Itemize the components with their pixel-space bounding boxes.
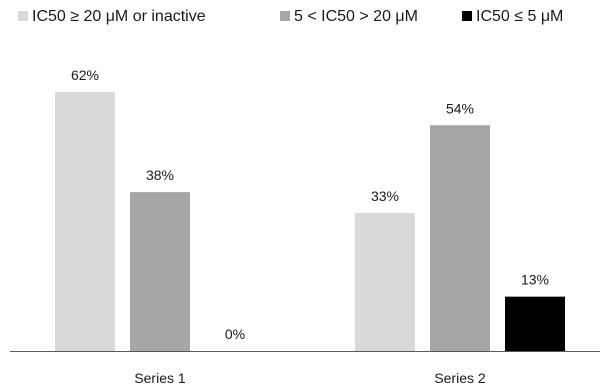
data-labels: 62% 38% 0% 33% 54% 13%	[71, 67, 549, 342]
data-label: 13%	[521, 272, 549, 288]
bars	[55, 91, 565, 351]
category-labels: Series 1 Series 2	[134, 370, 486, 386]
data-label: 38%	[146, 167, 174, 183]
legend-label: IC50 ≥ 20 μM or inactive	[32, 8, 206, 25]
legend-label: 5 < IC50 > 20 μM	[294, 8, 418, 25]
bar-series3-series-2	[505, 296, 565, 351]
bar-series2-series-1	[130, 192, 190, 351]
bar-series2-series-2	[430, 125, 490, 351]
data-label: 54%	[446, 100, 474, 116]
data-label: 33%	[371, 188, 399, 204]
data-label: 62%	[71, 67, 99, 83]
data-label: 0%	[225, 326, 245, 342]
legend-swatch	[462, 11, 472, 21]
legend-label: IC50 ≤ 5 μM	[476, 8, 563, 25]
legend-swatch	[280, 11, 290, 21]
legend-swatch	[18, 11, 28, 21]
legend: IC50 ≥ 20 μM or inactive 5 < IC50 > 20 μM…	[18, 8, 563, 25]
bar-series1-series-2	[355, 213, 415, 351]
category-label: Series 2	[434, 370, 486, 386]
bar-series1-series-1	[55, 91, 115, 351]
category-label: Series 1	[134, 370, 186, 386]
